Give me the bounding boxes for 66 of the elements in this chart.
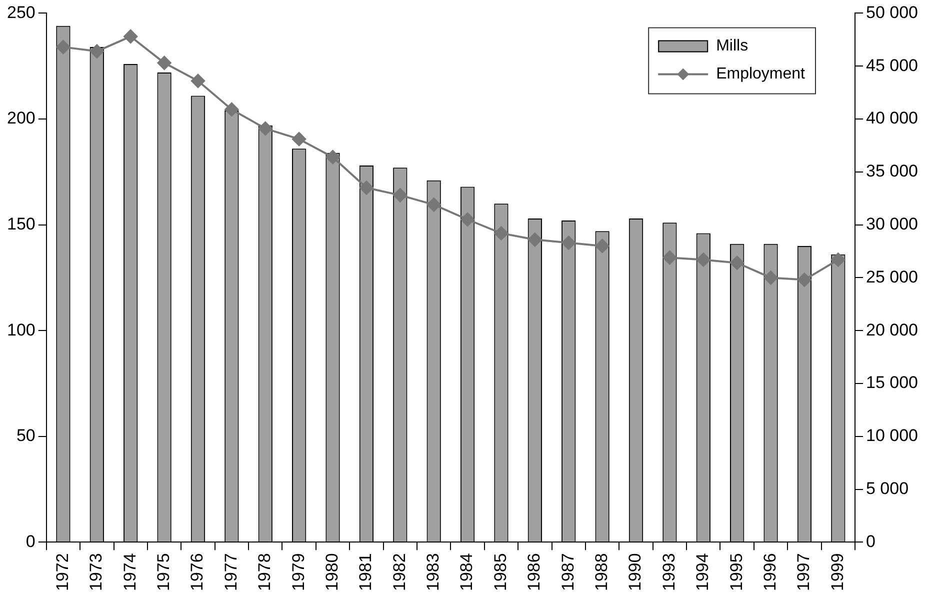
x-tick-label: 1981 [356,553,376,592]
point [528,232,542,247]
y2-tick-label: 0 [866,532,876,551]
x-tick-label: 1997 [794,553,814,592]
x-tick-label: 1995 [726,553,746,592]
y2-tick-label: 45 000 [866,56,918,75]
point [595,238,610,253]
y-tick-label: 100 [6,320,36,340]
x-tick-label: 1999 [828,553,847,592]
y2-tick-label: 25 000 [866,267,918,286]
x-tick-label: 1974 [120,553,140,592]
x-tick-label: 1972 [52,553,72,592]
point [359,180,374,195]
y2-tick-label: 50 000 [866,2,918,22]
y2-tick-label: 20 000 [866,320,918,340]
point [562,236,576,250]
x-tick-label: 1988 [592,553,611,592]
x-tick-label: 1993 [659,553,678,592]
legend-label: Mills [716,38,748,55]
point [393,188,408,202]
y2-tick-label: 10 000 [866,426,918,446]
point [258,122,272,136]
point [190,74,205,88]
x-tick-label: 1978 [255,553,274,592]
point [764,270,778,285]
x-tick-label: 1994 [693,553,712,592]
point [56,40,70,54]
y-tick-label: 50 [16,426,36,446]
point [157,56,172,70]
point [696,252,710,267]
x-tick-label: 1990 [626,553,645,592]
point [292,132,306,146]
x-tick-label: 1987 [558,553,578,592]
y2-tick-label: 30 000 [866,214,918,234]
x-tick-label: 1980 [322,553,342,592]
point [224,102,239,116]
x-tick-label: 1979 [288,553,308,592]
x-tick-label: 1985 [490,553,510,592]
point [797,272,812,287]
point [326,150,340,164]
x-tick-label: 1975 [154,553,173,592]
x-tick-label: 1984 [457,553,476,592]
y-tick-label: 250 [6,2,36,22]
x-tick-label: 1983 [424,553,443,592]
y-tick-label: 150 [6,214,36,234]
x-tick-label: 1973 [86,553,106,592]
x-tick-label: 1986 [524,553,544,592]
x-tick-label: 1996 [760,553,780,592]
point [124,29,138,44]
point [426,198,441,212]
x-tick-label: 1982 [390,553,409,592]
y-tick-label: 200 [6,108,36,128]
point [730,256,744,270]
point [90,44,104,58]
y2-tick-label: 40 000 [866,108,918,128]
legend-label: Employment [716,66,806,83]
point [831,252,846,267]
x-tick-label: 1976 [188,553,207,592]
point [460,212,475,227]
point [494,226,508,240]
x-tick-label: 1977 [221,553,240,592]
y2-tick-label: 15 000 [866,373,918,392]
y-tick-label: 0 [26,532,36,551]
y2-tick-label: 35 000 [866,162,918,181]
y2-tick-label: 5 000 [866,478,909,498]
point [662,250,677,265]
